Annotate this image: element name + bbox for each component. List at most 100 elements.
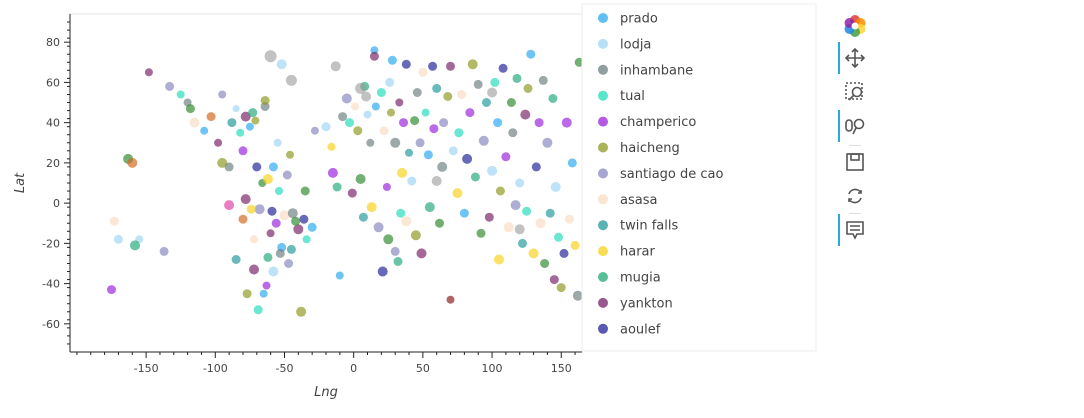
scatter-point [412, 88, 422, 97]
scatter-point [476, 228, 486, 238]
scatter-point [282, 170, 292, 180]
legend-marker [598, 90, 608, 101]
scatter-point [428, 61, 438, 71]
legend-marker [598, 38, 608, 49]
wheel-zoom-tool-icon[interactable] [838, 110, 872, 142]
legend-marker [598, 13, 608, 23]
scatter-point [540, 259, 550, 268]
scatter-point [459, 208, 469, 218]
scatter-point [285, 74, 297, 86]
scatter-point [240, 194, 251, 205]
scatter-point [531, 162, 541, 172]
scatter-point [266, 229, 275, 238]
scatter-point [494, 254, 504, 265]
bokeh-logo-icon[interactable] [838, 10, 872, 42]
y-axis-label: Lat [13, 172, 28, 193]
scatter-point [415, 138, 425, 148]
scatter-point [327, 167, 338, 178]
scatter-point [446, 295, 455, 304]
scatter-point [249, 264, 259, 275]
scatter-point [545, 208, 555, 218]
scatter-point [144, 68, 153, 77]
legend-label: lodja [620, 37, 651, 52]
scatter-point [429, 124, 439, 134]
scatter-point [401, 59, 411, 69]
scatter-point [355, 174, 366, 184]
box-zoom-tool-icon[interactable] [838, 76, 872, 108]
scatter-point [423, 150, 433, 160]
x-tick-label: -50 [276, 362, 294, 375]
scatter-point [232, 105, 240, 113]
scatter-point [236, 128, 245, 137]
scatter-point [321, 122, 331, 132]
scatter-point [293, 224, 304, 235]
x-tick-label: 0 [350, 362, 357, 375]
scatter-point [405, 148, 413, 157]
scatter-point [393, 257, 403, 266]
scatter-point [467, 59, 478, 70]
scatter-point [250, 235, 258, 244]
reset-tool-icon[interactable] [838, 180, 872, 212]
scatter-point [254, 204, 265, 215]
legend-label: haicheng [620, 141, 680, 156]
scatter-point [341, 93, 352, 104]
legend-label: champerico [620, 115, 696, 130]
scatter-point [218, 90, 227, 99]
scatter-point [390, 246, 400, 256]
scatter-point [299, 214, 309, 224]
y-tick-label: 60 [46, 76, 60, 89]
scatter-point [424, 202, 435, 213]
y-tick-label: 40 [46, 117, 60, 130]
scatter-point [548, 94, 558, 103]
scatter-point [330, 61, 341, 72]
scatter-point [287, 208, 298, 219]
scatter-point [407, 176, 417, 186]
x-tick-label: -150 [134, 362, 159, 375]
scatter-point [262, 174, 273, 184]
scatter-point [263, 252, 273, 262]
legend-label: tual [620, 89, 645, 104]
legend-marker [598, 194, 608, 205]
scatter-point [520, 109, 531, 120]
scatter-point [231, 255, 241, 264]
scatter-point [508, 128, 518, 138]
scatter-point [345, 118, 354, 128]
scatter-point [554, 232, 563, 242]
x-tick-label: -100 [203, 362, 228, 375]
scatter-point [382, 183, 391, 191]
scatter-point [264, 50, 277, 63]
legend-label: inhambane [620, 63, 693, 78]
y-tick-label: 20 [46, 157, 60, 170]
pan-tool-icon[interactable] [838, 42, 872, 74]
scatter-point [387, 55, 397, 65]
scatter-point [217, 157, 228, 168]
legend-label: twin falls [620, 219, 678, 234]
hover-tool-icon[interactable] [838, 214, 872, 246]
scatter-point [506, 98, 516, 107]
scatter-point [512, 73, 522, 83]
scatter-point [291, 216, 301, 226]
scatter-point [473, 79, 483, 89]
scatter-point [369, 51, 379, 61]
scatter-point [567, 158, 577, 168]
scatter-point [556, 283, 566, 293]
scatter-point [493, 118, 503, 128]
scatter-point [462, 153, 473, 164]
legend-marker [598, 272, 608, 282]
scatter-point [395, 98, 404, 107]
scatter-point [251, 116, 260, 125]
scatter-point [268, 266, 279, 277]
legend-box [581, 3, 817, 352]
scatter-point [454, 128, 464, 138]
scatter-point [421, 108, 430, 117]
scatter-point [259, 289, 268, 298]
scatter-point [522, 206, 532, 216]
axes: -150 -100 -50 0 50 100 150 -60 -40 -20 0 20 40 60 80 [42, 14, 582, 375]
scatter-point [371, 102, 380, 111]
scatter-point [224, 200, 235, 211]
save-tool-icon[interactable] [838, 146, 872, 178]
scatter-point [300, 186, 310, 196]
scatter-point [363, 110, 372, 119]
scatter-point [570, 240, 580, 250]
